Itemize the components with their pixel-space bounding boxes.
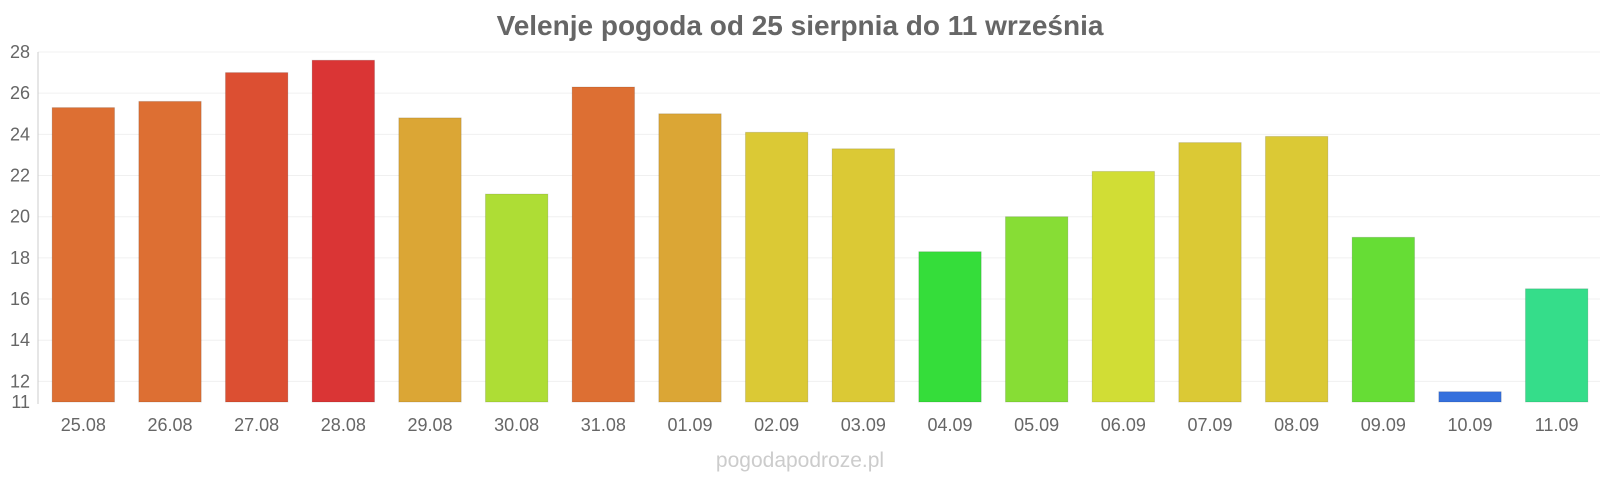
- bar-29.08[interactable]: [398, 117, 462, 403]
- bar-11.09[interactable]: [1524, 288, 1589, 403]
- bar-30.08[interactable]: [484, 193, 549, 403]
- x-tick-label: 03.09: [841, 415, 886, 435]
- x-tick-label: 11.09: [1535, 415, 1579, 435]
- bar-31.08[interactable]: [571, 86, 636, 403]
- y-tick-label: 24: [10, 124, 30, 144]
- y-tick-label: 26: [10, 83, 30, 103]
- bar-04.09[interactable]: [918, 251, 982, 403]
- y-tick-label: 20: [10, 207, 30, 227]
- bar-27.08[interactable]: [224, 72, 289, 403]
- bar-26.08[interactable]: [138, 100, 202, 403]
- y-tick-label: 22: [10, 166, 30, 186]
- bar-25.08[interactable]: [51, 107, 116, 403]
- bars: [51, 59, 1589, 403]
- x-tick-label: 29.08: [407, 415, 452, 435]
- bar-28.08[interactable]: [311, 59, 376, 403]
- watermark: pogodapodroze.pl: [715, 449, 885, 472]
- y-tick-label: 14: [10, 330, 30, 350]
- y-tick-label: 11: [11, 392, 30, 412]
- bar-10.09[interactable]: [1438, 391, 1502, 403]
- x-tick-label: 04.09: [927, 415, 972, 435]
- x-tick-label: 09.09: [1361, 415, 1406, 435]
- y-tick-label: 18: [10, 248, 30, 268]
- x-tick-label: 01.09: [667, 415, 712, 435]
- x-tick-label: 08.09: [1274, 415, 1319, 435]
- y-tick-label: 28: [10, 42, 30, 62]
- x-tick-label: 30.08: [494, 415, 539, 435]
- x-tick-label: 27.08: [234, 415, 279, 435]
- bar-09.09[interactable]: [1351, 236, 1416, 403]
- x-tick-label: 31.08: [581, 415, 626, 435]
- y-tick-label: 16: [10, 289, 30, 309]
- chart-title: Velenje pogoda od 25 sierpnia do 11 wrze…: [496, 10, 1104, 41]
- x-tick-label: 02.09: [754, 415, 799, 435]
- bar-03.09[interactable]: [831, 148, 896, 403]
- x-tick-label: 06.09: [1101, 415, 1146, 435]
- x-axis-ticks: 25.08 26.08 27.08 28.08 29.08 30.08 31.08 01.09…: [61, 415, 1579, 435]
- x-tick-label: 07.09: [1187, 415, 1232, 435]
- x-tick-label: 28.08: [321, 415, 366, 435]
- bar-02.09[interactable]: [744, 131, 809, 403]
- gridlines: [38, 51, 1600, 382]
- x-tick-label: 26.08: [147, 415, 192, 435]
- bar-06.09[interactable]: [1091, 170, 1156, 403]
- x-tick-label: 05.09: [1014, 415, 1059, 435]
- x-tick-label: 10.09: [1447, 415, 1492, 435]
- bar-07.09[interactable]: [1178, 142, 1242, 403]
- bar-08.09[interactable]: [1264, 135, 1329, 403]
- x-tick-label: 25.08: [61, 415, 106, 435]
- bar-01.09[interactable]: [658, 113, 722, 403]
- bar-05.09[interactable]: [1004, 216, 1069, 403]
- y-tick-label: 12: [10, 371, 30, 391]
